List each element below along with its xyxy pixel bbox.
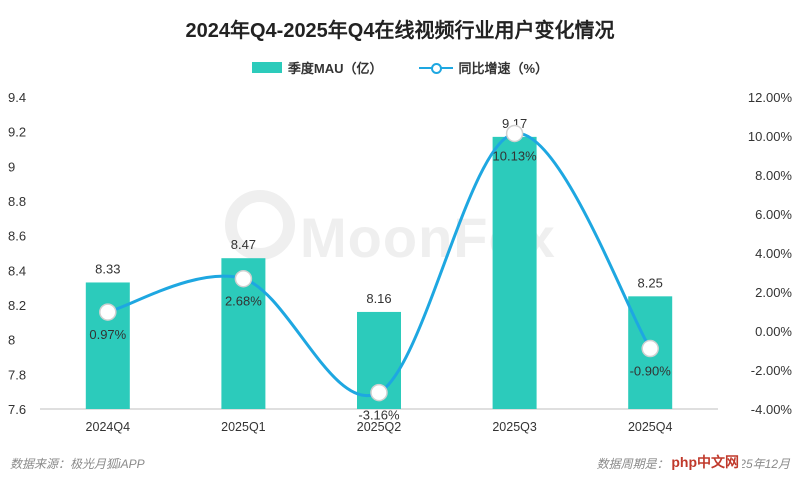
y-left-tick-label: 9.4 <box>8 90 26 105</box>
x-tick-label: 2025Q2 <box>357 420 402 434</box>
bar-value-label: 8.25 <box>638 275 663 290</box>
bar-value-label: 8.33 <box>95 261 120 276</box>
bar-value-label: 8.47 <box>231 237 256 252</box>
growth-line <box>107 131 652 397</box>
y-left-tick-label: 7.8 <box>8 367 26 382</box>
bar-value-label: 8.16 <box>366 291 391 306</box>
growth-marker <box>234 269 253 288</box>
growth-marker <box>505 124 524 143</box>
y-right-tick-label: 6.00% <box>755 207 792 222</box>
y-left-tick-label: 8 <box>8 333 15 348</box>
corner-logo: php中文网 <box>668 452 742 472</box>
y-left-tick-label: 8.4 <box>8 263 26 278</box>
growth-value-label: -3.16% <box>358 408 400 423</box>
x-tick-label: 2025Q1 <box>221 420 266 434</box>
y-left-tick-label: 9.2 <box>8 125 26 140</box>
growth-value-label: -0.90% <box>630 364 672 379</box>
y-left-tick-label: 8.6 <box>8 229 26 244</box>
legend-swatch-line <box>418 62 453 74</box>
y-left-tick-label: 7.6 <box>8 402 26 417</box>
legend-item-line[interactable]: 同比增速（%） <box>418 58 549 77</box>
growth-marker <box>99 303 117 321</box>
legend-swatch-bar <box>251 62 282 73</box>
y-left-tick-label: 8.8 <box>8 194 26 209</box>
growth-value-label: 0.97% <box>89 327 126 342</box>
y-right-tick-label: 4.00% <box>755 246 792 261</box>
x-tick-label: 2025Q3 <box>492 420 537 434</box>
y-right-tick-label: 0.00% <box>755 324 792 339</box>
chart-title: 2024年Q4-2025年Q4在线视频行业用户变化情况 <box>185 20 615 42</box>
y-right-tick-label: 12.00% <box>748 90 793 105</box>
y-right-tick-label: -2.00% <box>751 363 793 378</box>
bar-2024Q4 <box>85 282 130 409</box>
growth-marker <box>641 339 659 358</box>
legend-item-bar[interactable]: 季度MAU（亿） <box>251 58 383 77</box>
y-right-tick-label: 10.00% <box>748 129 793 144</box>
growth-value-label: 10.13% <box>493 148 538 163</box>
legend-label-bar: 季度MAU（亿） <box>287 61 383 76</box>
bar-2025Q3 <box>492 136 537 409</box>
x-tick-label: 2024Q4 <box>86 420 131 434</box>
y-left-tick-label: 8.2 <box>8 298 26 313</box>
chart-legend: 季度MAU（亿） 同比增速（%） <box>0 58 800 77</box>
legend-label-line: 同比增速（%） <box>458 61 549 76</box>
y-right-tick-label: 2.00% <box>755 285 792 300</box>
growth-value-label: 2.68% <box>225 294 262 309</box>
y-right-tick-label: 8.00% <box>755 168 792 183</box>
y-right-tick-label: -4.00% <box>751 402 793 417</box>
bar-value-label: 9.17 <box>502 116 527 131</box>
growth-marker <box>370 383 388 402</box>
x-tick-label: 2025Q4 <box>628 420 673 434</box>
y-left-tick-label: 9 <box>8 159 15 174</box>
footer-source: 数据来源：极光月狐iAPP <box>10 457 145 471</box>
